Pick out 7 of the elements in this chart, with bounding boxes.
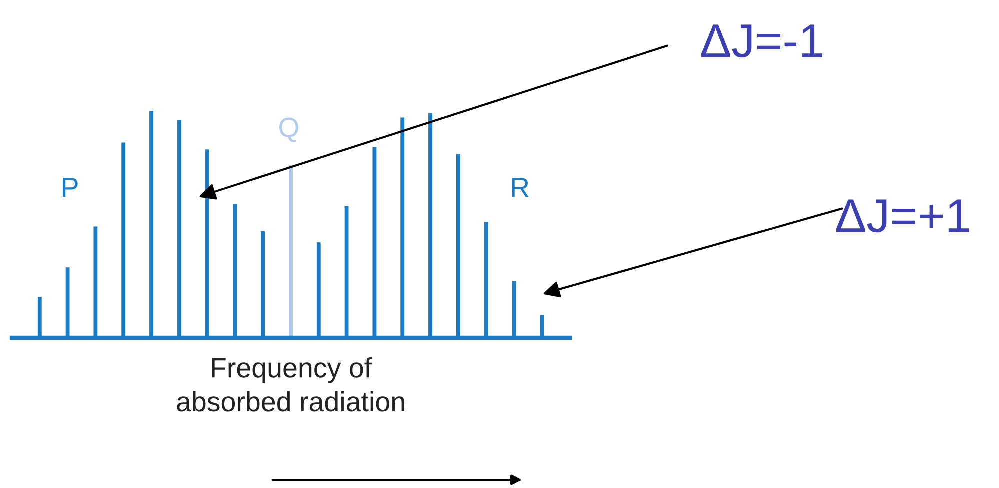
annotation: Q xyxy=(280,118,298,142)
annotation: P xyxy=(63,178,78,198)
bar xyxy=(289,165,293,338)
text: ΔJ=+1 xyxy=(836,200,970,233)
annotation: R xyxy=(512,178,529,198)
text: ΔJ=-1 xyxy=(701,24,822,58)
x-axis-title: Frequency of absorbed radiation xyxy=(177,357,404,412)
